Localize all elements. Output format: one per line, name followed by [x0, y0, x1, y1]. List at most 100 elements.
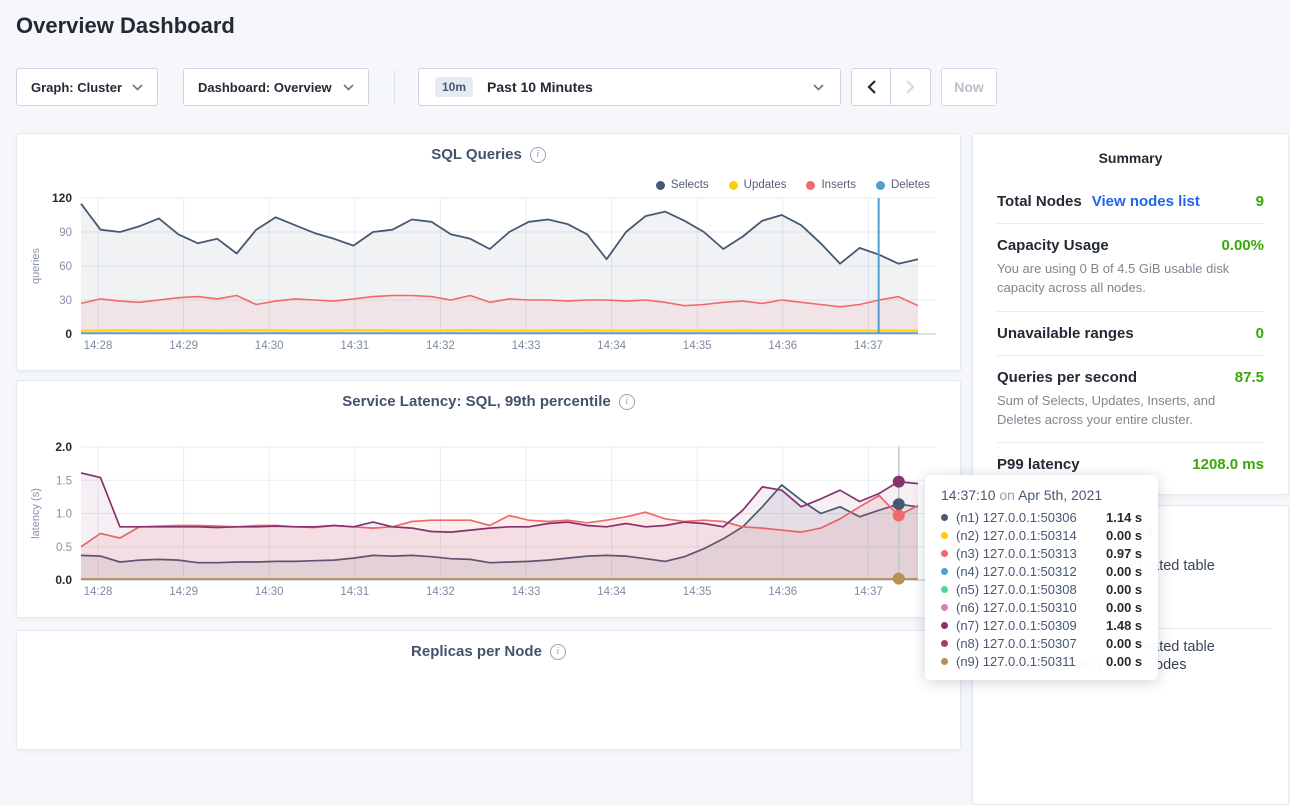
svg-text:14:35: 14:35 [683, 340, 712, 352]
view-nodes-list-link[interactable]: View nodes list [1091, 193, 1200, 210]
svg-text:14:32: 14:32 [426, 586, 455, 598]
time-next-button[interactable] [891, 68, 931, 106]
node-color-dot-icon [941, 603, 948, 611]
dashboard-dropdown-label: Dashboard: Overview [198, 79, 332, 95]
legend-label: Updates [743, 179, 787, 191]
node-color-dot-icon [941, 621, 948, 629]
chevron-down-icon [132, 83, 143, 91]
unavailable-ranges-value: 0 [1255, 324, 1264, 342]
svg-text:60: 60 [59, 261, 72, 273]
time-range-badge: 10m [435, 77, 474, 97]
chevron-down-icon [813, 83, 824, 91]
tooltip-node-value: 1.48 s [1106, 617, 1143, 633]
legend-item-updates[interactable]: Updates [728, 179, 787, 191]
tooltip-node-value: 0.00 s [1106, 599, 1143, 615]
tooltip-node-label: (n6) 127.0.0.1:50310 [956, 599, 1077, 615]
summary-row-capacity-usage: Capacity Usage 0.00% You are using 0 B o… [997, 224, 1264, 312]
svg-text:14:37: 14:37 [854, 340, 883, 352]
capacity-usage-value: 0.00% [1221, 237, 1264, 254]
tooltip-node-label: (n4) 127.0.0.1:50312 [956, 563, 1077, 579]
replicas-per-node-card: Replicas per Node i [16, 630, 961, 750]
sql-queries-title: SQL Queries [431, 146, 522, 163]
legend-label: Selects [670, 179, 709, 191]
tooltip-node-row: (n5) 127.0.0.1:50308 0.00 s [941, 580, 1144, 598]
svg-text:14:30: 14:30 [255, 340, 284, 352]
sql-queries-legend: Selects Updates Inserts Deletes [655, 179, 930, 191]
page-title: Overview Dashboard [16, 13, 235, 38]
tooltip-node-value: 0.00 s [1106, 563, 1143, 579]
time-range-dropdown[interactable]: 10m Past 10 Minutes [418, 68, 841, 106]
time-step-buttons [851, 68, 931, 106]
svg-text:14:31: 14:31 [340, 586, 369, 598]
svg-text:14:28: 14:28 [84, 340, 113, 352]
svg-text:90: 90 [59, 227, 72, 239]
node-color-dot-icon [941, 531, 948, 539]
svg-text:14:36: 14:36 [768, 340, 797, 352]
node-color-dot-icon [941, 639, 948, 647]
legend-dot-icon [728, 180, 738, 190]
info-icon[interactable]: i [529, 146, 546, 163]
svg-text:14:34: 14:34 [597, 586, 626, 598]
tooltip-node-row: (n9) 127.0.0.1:50311 0.00 s [941, 652, 1144, 670]
legend-label: Deletes [891, 179, 930, 191]
p99-latency-value: 1208.0 ms [1192, 456, 1264, 474]
service-latency-plot[interactable]: 0.0 0.5 1.0 1.5 2.0 14:28 14:29 14:30 14:31 14:32… [17, 381, 962, 619]
svg-text:14:36: 14:36 [768, 586, 797, 598]
time-range-label: Past 10 Minutes [487, 79, 593, 95]
controls-divider [394, 70, 395, 104]
tooltip-node-label: (n3) 127.0.0.1:50313 [956, 545, 1077, 561]
legend-dot-icon [806, 180, 816, 190]
tooltip-node-value: 0.00 s [1106, 581, 1143, 597]
svg-text:14:28: 14:28 [84, 586, 113, 598]
sql-queries-plot[interactable]: 0 30 60 90 120 14:28 14:29 14:30 14:31 14:32 14:33… [17, 134, 962, 372]
total-nodes-value: 9 [1255, 193, 1264, 210]
svg-text:latency (s): latency (s) [30, 488, 42, 539]
now-button[interactable]: Now [941, 68, 997, 106]
svg-text:0.0: 0.0 [55, 573, 72, 587]
chevron-right-icon [906, 80, 915, 94]
svg-text:queries: queries [30, 247, 42, 284]
service-latency-title: Service Latency: SQL, 99th percentile [342, 393, 611, 410]
summary-row-queries-per-second: Queries per second 87.5 Sum of Selects, … [997, 356, 1264, 444]
queries-per-second-description: Sum of Selects, Updates, Inserts, and De… [997, 392, 1216, 427]
summary-row-p99-latency: P99 latency 1208.0 ms [997, 443, 1264, 486]
tooltip-node-label: (n8) 127.0.0.1:50307 [956, 635, 1077, 651]
info-icon[interactable]: i [549, 643, 566, 660]
tooltip-node-row: (n1) 127.0.0.1:50306 1.14 s [941, 508, 1144, 526]
summary-row-total-nodes: Total Nodes View nodes list 9 [997, 180, 1264, 224]
tooltip-node-value: 0.00 s [1106, 635, 1143, 651]
sql-queries-card: SQL Queries i Selects Updates Inserts Delet… [16, 133, 961, 371]
info-icon[interactable]: i [618, 393, 635, 410]
chart-hover-tooltip: 14:37:10 on Apr 5th, 2021 (n1) 127.0.0.1… [925, 475, 1158, 680]
tooltip-node-label: (n1) 127.0.0.1:50306 [956, 509, 1077, 525]
tooltip-node-label: (n5) 127.0.0.1:50308 [956, 581, 1077, 597]
legend-item-selects[interactable]: Selects [655, 179, 709, 191]
svg-text:14:37: 14:37 [854, 586, 883, 598]
legend-item-inserts[interactable]: Inserts [806, 179, 856, 191]
svg-text:0.5: 0.5 [56, 542, 72, 554]
svg-text:0: 0 [65, 327, 72, 341]
queries-per-second-label: Queries per second [997, 368, 1138, 386]
svg-text:1.5: 1.5 [56, 475, 72, 487]
total-nodes-label: Total Nodes [997, 193, 1082, 210]
node-color-dot-icon [941, 549, 948, 557]
tooltip-node-label: (n7) 127.0.0.1:50309 [956, 617, 1077, 633]
svg-text:1.0: 1.0 [56, 509, 72, 521]
tooltip-timestamp: 14:37:10 on Apr 5th, 2021 [941, 487, 1103, 503]
summary-row-unavailable-ranges: Unavailable ranges 0 [997, 312, 1264, 356]
tooltip-node-label: (n2) 127.0.0.1:50314 [956, 527, 1077, 543]
svg-text:14:29: 14:29 [169, 340, 198, 352]
graph-dropdown[interactable]: Graph: Cluster [16, 68, 158, 106]
unavailable-ranges-label: Unavailable ranges [997, 324, 1134, 342]
tooltip-node-value: 0.00 s [1106, 653, 1143, 669]
p99-latency-label: P99 latency [997, 456, 1080, 474]
tooltip-node-row: (n8) 127.0.0.1:50307 0.00 s [941, 634, 1144, 652]
tooltip-node-row: (n2) 127.0.0.1:50314 0.00 s [941, 526, 1144, 544]
svg-text:2.0: 2.0 [55, 440, 72, 454]
svg-text:14:32: 14:32 [426, 340, 455, 352]
svg-text:14:35: 14:35 [683, 586, 712, 598]
time-prev-button[interactable] [851, 68, 891, 106]
legend-item-deletes[interactable]: Deletes [876, 179, 930, 191]
node-color-dot-icon [941, 585, 948, 593]
dashboard-dropdown[interactable]: Dashboard: Overview [183, 68, 369, 106]
